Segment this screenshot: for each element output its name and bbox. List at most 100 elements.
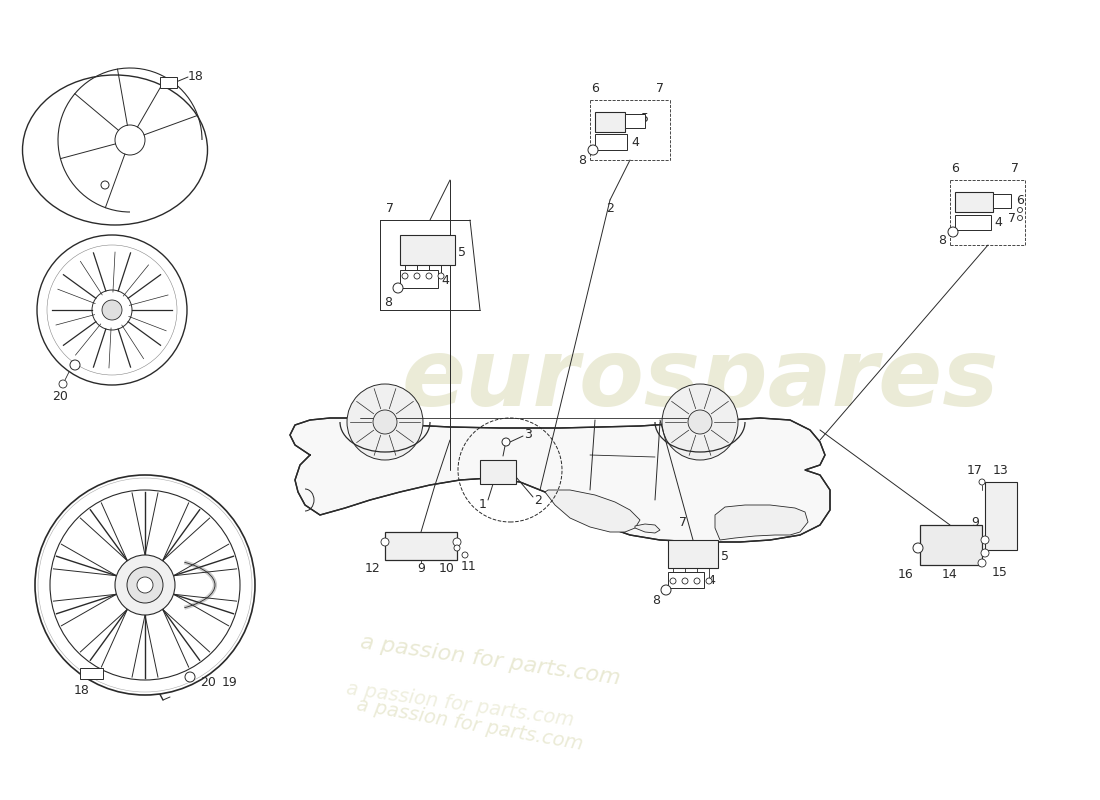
Text: 5: 5: [458, 246, 466, 258]
Text: 4: 4: [441, 274, 449, 286]
Polygon shape: [290, 418, 830, 542]
Circle shape: [70, 360, 80, 370]
Circle shape: [948, 227, 958, 237]
FancyBboxPatch shape: [595, 112, 625, 132]
FancyBboxPatch shape: [993, 194, 1011, 208]
Text: 3: 3: [524, 427, 532, 441]
Circle shape: [37, 235, 187, 385]
Circle shape: [588, 145, 598, 155]
FancyBboxPatch shape: [595, 134, 627, 150]
Circle shape: [346, 384, 424, 460]
Circle shape: [438, 273, 444, 279]
Text: a passion for parts.com: a passion for parts.com: [359, 632, 622, 688]
Circle shape: [59, 380, 67, 388]
Text: 17: 17: [967, 463, 983, 477]
Circle shape: [662, 384, 738, 460]
Text: 7: 7: [1011, 162, 1019, 174]
FancyBboxPatch shape: [160, 77, 176, 87]
Circle shape: [381, 538, 389, 546]
Polygon shape: [635, 524, 660, 533]
Circle shape: [694, 578, 700, 584]
Circle shape: [116, 555, 175, 615]
Circle shape: [35, 475, 255, 695]
Text: 20: 20: [200, 675, 216, 689]
Text: 2: 2: [606, 202, 614, 214]
Circle shape: [426, 273, 432, 279]
FancyBboxPatch shape: [400, 235, 455, 265]
Text: 18: 18: [188, 70, 204, 82]
Text: 5: 5: [720, 550, 729, 562]
Text: 9: 9: [971, 517, 979, 530]
Text: 14: 14: [942, 569, 958, 582]
FancyBboxPatch shape: [955, 215, 991, 230]
Circle shape: [126, 567, 163, 603]
Text: 9: 9: [417, 562, 425, 574]
FancyBboxPatch shape: [480, 460, 516, 484]
Circle shape: [393, 283, 403, 293]
Circle shape: [670, 578, 676, 584]
Circle shape: [185, 672, 195, 682]
Circle shape: [138, 577, 153, 593]
FancyBboxPatch shape: [920, 525, 982, 565]
Text: 7: 7: [1008, 211, 1016, 225]
Circle shape: [373, 410, 397, 434]
Text: 11: 11: [461, 559, 477, 573]
Text: 15: 15: [992, 566, 1008, 579]
Text: 6: 6: [591, 82, 598, 94]
Text: 4: 4: [707, 574, 715, 586]
FancyBboxPatch shape: [955, 192, 993, 212]
Text: 6: 6: [1016, 194, 1024, 206]
Text: a passion for parts.com: a passion for parts.com: [355, 696, 585, 754]
Text: 4: 4: [994, 217, 1002, 230]
Circle shape: [981, 549, 989, 557]
Circle shape: [913, 543, 923, 553]
Text: a passion for parts.com: a passion for parts.com: [345, 680, 575, 730]
Text: 13: 13: [993, 463, 1009, 477]
Circle shape: [414, 273, 420, 279]
Text: 7: 7: [679, 517, 688, 530]
Circle shape: [454, 545, 460, 551]
Text: 7: 7: [656, 82, 664, 94]
FancyBboxPatch shape: [625, 114, 645, 128]
Text: 8: 8: [652, 594, 660, 606]
FancyBboxPatch shape: [668, 540, 718, 568]
Text: 4: 4: [631, 137, 639, 150]
Text: 7: 7: [386, 202, 394, 214]
Text: 20: 20: [52, 390, 68, 403]
Circle shape: [661, 585, 671, 595]
Text: 1: 1: [480, 498, 487, 511]
Circle shape: [706, 578, 712, 584]
Ellipse shape: [22, 75, 208, 225]
Text: 19: 19: [222, 675, 238, 689]
Circle shape: [101, 181, 109, 189]
FancyBboxPatch shape: [79, 667, 102, 678]
FancyBboxPatch shape: [400, 270, 438, 288]
Text: 16: 16: [898, 569, 914, 582]
Polygon shape: [544, 490, 640, 532]
Circle shape: [462, 552, 468, 558]
Text: 8: 8: [384, 295, 392, 309]
Text: 6: 6: [952, 162, 959, 174]
Circle shape: [978, 559, 986, 567]
Text: 2: 2: [535, 494, 542, 506]
Circle shape: [682, 578, 688, 584]
FancyBboxPatch shape: [668, 572, 704, 588]
Circle shape: [402, 273, 408, 279]
Text: 8: 8: [938, 234, 946, 246]
Circle shape: [688, 410, 712, 434]
Circle shape: [1018, 215, 1023, 221]
Text: 8: 8: [578, 154, 586, 166]
Circle shape: [1018, 207, 1023, 213]
Text: 12: 12: [365, 562, 381, 574]
Text: 5: 5: [641, 111, 649, 125]
Polygon shape: [715, 505, 808, 540]
FancyBboxPatch shape: [385, 532, 456, 560]
Circle shape: [102, 300, 122, 320]
Text: 10: 10: [439, 562, 455, 574]
Circle shape: [453, 538, 461, 546]
Text: 10: 10: [967, 530, 983, 543]
Circle shape: [979, 479, 984, 485]
Text: eurospares: eurospares: [402, 334, 999, 426]
Circle shape: [981, 536, 989, 544]
FancyBboxPatch shape: [984, 482, 1018, 550]
